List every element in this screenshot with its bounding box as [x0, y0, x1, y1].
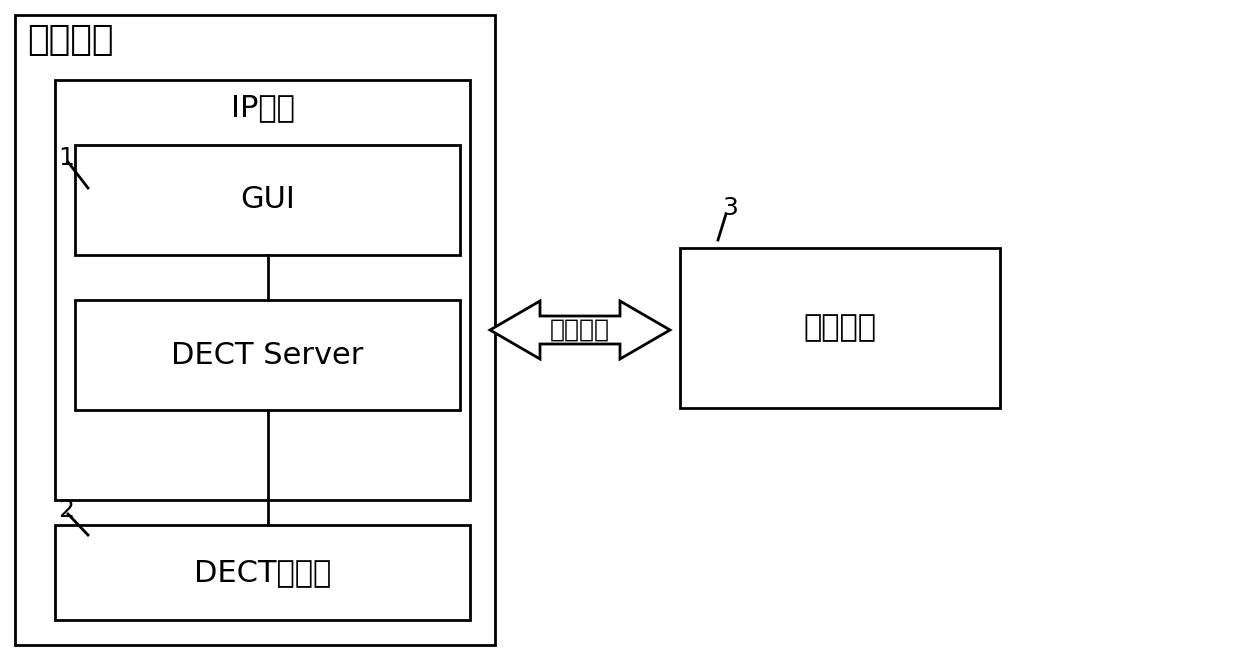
Text: 2: 2 — [58, 498, 74, 522]
Bar — [55, 80, 470, 500]
Bar — [55, 525, 470, 620]
Bar — [15, 15, 495, 645]
Text: GUI: GUI — [241, 185, 295, 214]
Text: 通信装置: 通信装置 — [27, 23, 114, 57]
Text: 1: 1 — [58, 146, 74, 170]
Text: DECT适配器: DECT适配器 — [193, 558, 331, 587]
Polygon shape — [490, 301, 670, 359]
Text: 无线通信: 无线通信 — [551, 318, 610, 342]
Text: IP话机: IP话机 — [231, 94, 294, 123]
Bar — [680, 248, 999, 408]
Bar — [74, 145, 460, 255]
Text: 3: 3 — [722, 196, 738, 220]
Bar — [74, 300, 460, 410]
Text: DECT Server: DECT Server — [171, 341, 363, 370]
Text: 无线手柄: 无线手柄 — [804, 314, 877, 343]
